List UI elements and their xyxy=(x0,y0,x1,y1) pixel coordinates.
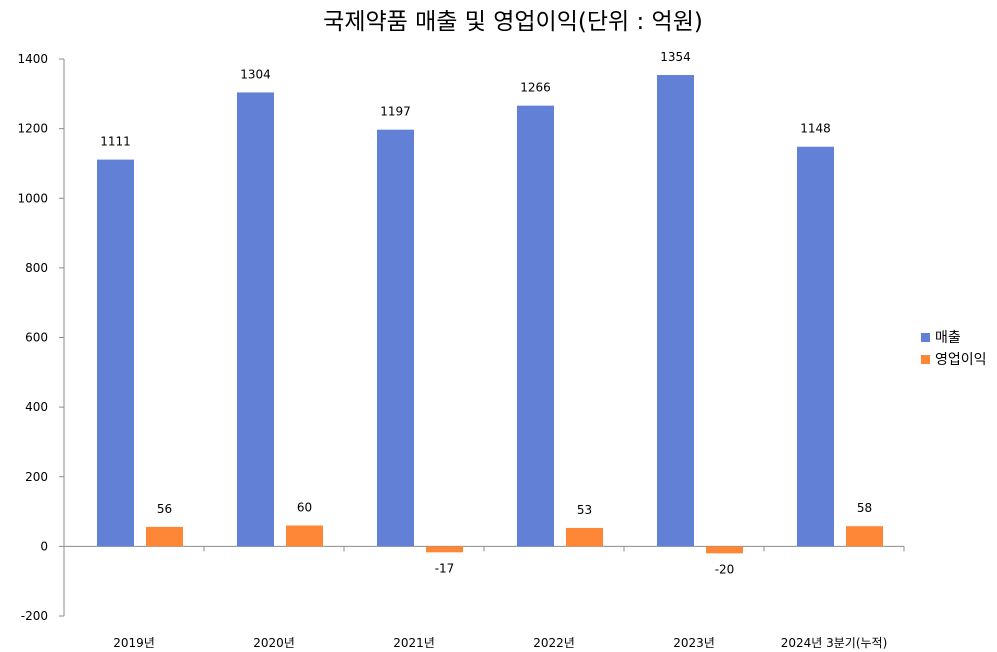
legend-swatch xyxy=(921,333,930,342)
sales-bar xyxy=(97,159,134,547)
sales-data-label: 1111 xyxy=(100,135,131,149)
data-labels: 1111 1304 1197 1266 1354 1148 56 60 -17 53 -20 58 xyxy=(100,50,872,576)
sales-data-label: 1148 xyxy=(800,122,831,136)
chart-title: 국제약품 매출 및 영업이익(단위 : 억원) xyxy=(323,9,703,35)
legend-label: 매출 xyxy=(935,330,961,346)
sales-bar xyxy=(517,105,554,547)
y-axis: -200 0 200 400 600 800 1000 1200 1400 xyxy=(17,52,65,623)
x-axis: 2019년 2020년 2021년 2022년 2023년 2024년 3분기(누적) xyxy=(63,545,905,650)
y-tick-label: 0 xyxy=(40,539,48,553)
sales-bar xyxy=(657,75,694,547)
bars xyxy=(97,75,883,554)
sales-data-label: 1304 xyxy=(240,67,271,81)
x-tick-label: 2023년 xyxy=(673,636,715,650)
sales-data-label: 1197 xyxy=(380,105,411,119)
x-tick-label: 2020년 xyxy=(253,636,295,650)
y-tick-label: 200 xyxy=(25,470,48,484)
legend-label: 영업이익 xyxy=(935,352,987,368)
y-tick-label: 1400 xyxy=(17,52,48,66)
sales-data-label: 1266 xyxy=(520,81,551,95)
x-tick-label: 2024년 3분기(누적) xyxy=(781,636,888,650)
legend-swatch xyxy=(921,355,930,364)
y-tick-label: 1000 xyxy=(17,191,48,205)
y-tick-label: 1200 xyxy=(17,122,48,136)
sales-bar xyxy=(237,92,274,547)
y-tick-label: -200 xyxy=(21,609,48,623)
sales-data-label: 1354 xyxy=(660,50,691,64)
operating-profit-bar xyxy=(426,546,463,553)
operating-profit-bar xyxy=(286,525,323,547)
y-tick-label: 400 xyxy=(25,400,48,414)
x-tick-label: 2019년 xyxy=(113,636,155,650)
operating-profit-bar xyxy=(566,527,603,547)
operating-profit-data-label: 53 xyxy=(577,503,592,517)
x-tick-label: 2021년 xyxy=(393,636,435,650)
sales-bar xyxy=(797,146,834,547)
operating-profit-data-label: -20 xyxy=(715,562,735,576)
operating-profit-bar xyxy=(706,546,743,554)
x-tick-label: 2022년 xyxy=(533,636,575,650)
y-tick-label: 600 xyxy=(25,331,48,345)
operating-profit-data-label: 56 xyxy=(157,502,172,516)
operating-profit-bar xyxy=(846,526,883,547)
sales-bar xyxy=(377,129,414,547)
y-tick-label: 800 xyxy=(25,261,48,275)
operating-profit-data-label: 58 xyxy=(857,501,872,515)
operating-profit-data-label: 60 xyxy=(297,500,312,514)
operating-profit-bar xyxy=(146,526,183,547)
operating-profit-data-label: -17 xyxy=(435,561,455,575)
